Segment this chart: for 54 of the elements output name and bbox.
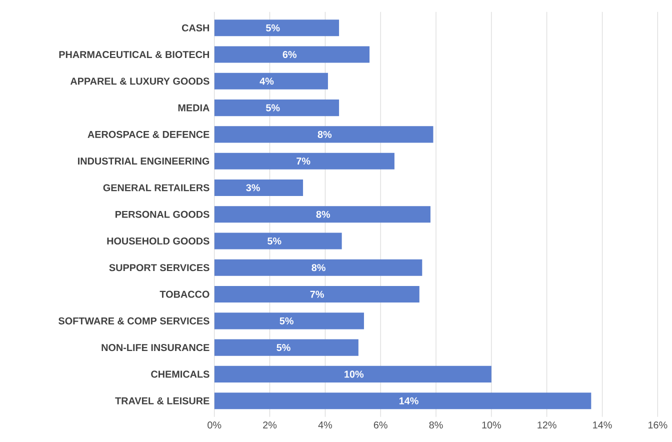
bar [214,392,592,410]
bar [214,232,342,250]
x-tick-label: 14% [593,422,612,429]
y-tick-label: NON-LIFE INSURANCE [102,344,210,352]
bar [214,339,358,356]
bar [214,312,364,330]
x-tick-label: 10% [482,422,501,429]
y-tick-label: TOBACCO [160,290,210,298]
bar [214,100,340,116]
data-label: 8% [318,131,332,138]
y-tick-label: MEDIA [178,104,210,112]
data-label: 4% [260,78,274,85]
data-label: 5% [276,344,290,352]
y-tick-label: CASH [182,24,210,32]
data-label: 14% [399,398,418,405]
x-tick-label: 2% [263,422,277,429]
y-tick-label: GENERAL RETAILERS [103,184,210,192]
data-label: 7% [310,290,324,298]
data-label: 8% [312,264,326,272]
data-label: 6% [282,51,297,58]
y-tick-label: SOFTWARE & COMP SERVICES [58,318,210,325]
y-tick-label: CHEMICALS [151,370,210,378]
bar [214,260,422,276]
data-label: 10% [344,370,364,378]
y-tick-label: PHARMACEUTICAL & BIOTECH [59,51,210,58]
y-tick-label: TRAVEL & LEISURE [115,398,210,405]
bar [214,286,420,303]
bar [214,366,492,383]
bar [214,153,394,170]
data-label: 8% [316,211,330,218]
bar [214,126,434,143]
x-tick-label: 8% [429,422,443,429]
x-tick-label: 6% [374,422,388,429]
data-label: 5% [280,318,294,325]
data-label: 5% [268,238,282,245]
x-tick-label: 16% [648,422,668,429]
y-tick-label: HOUSEHOLD GOODS [107,238,210,245]
data-label: 5% [266,24,280,32]
y-tick-label: AEROSPACE & DEFENCE [88,131,210,138]
data-label: 3% [246,184,260,192]
bar [214,20,340,36]
y-tick-label: PERSONAL GOODS [116,211,210,218]
bar [214,73,328,90]
x-tick-label: 0% [208,422,222,429]
bar [214,206,430,223]
bar [214,46,370,63]
y-tick-label: APPAREL & LUXURY GOODS [70,78,210,85]
data-label: 7% [296,158,310,165]
bar [214,180,304,196]
data-label: 5% [266,104,280,112]
y-tick-label: SUPPORT SERVICES [109,264,210,272]
y-tick-label: INDUSTRIAL ENGINEERING [78,158,210,165]
x-tick-label: 4% [318,422,332,429]
x-tick-label: 12% [538,422,556,429]
